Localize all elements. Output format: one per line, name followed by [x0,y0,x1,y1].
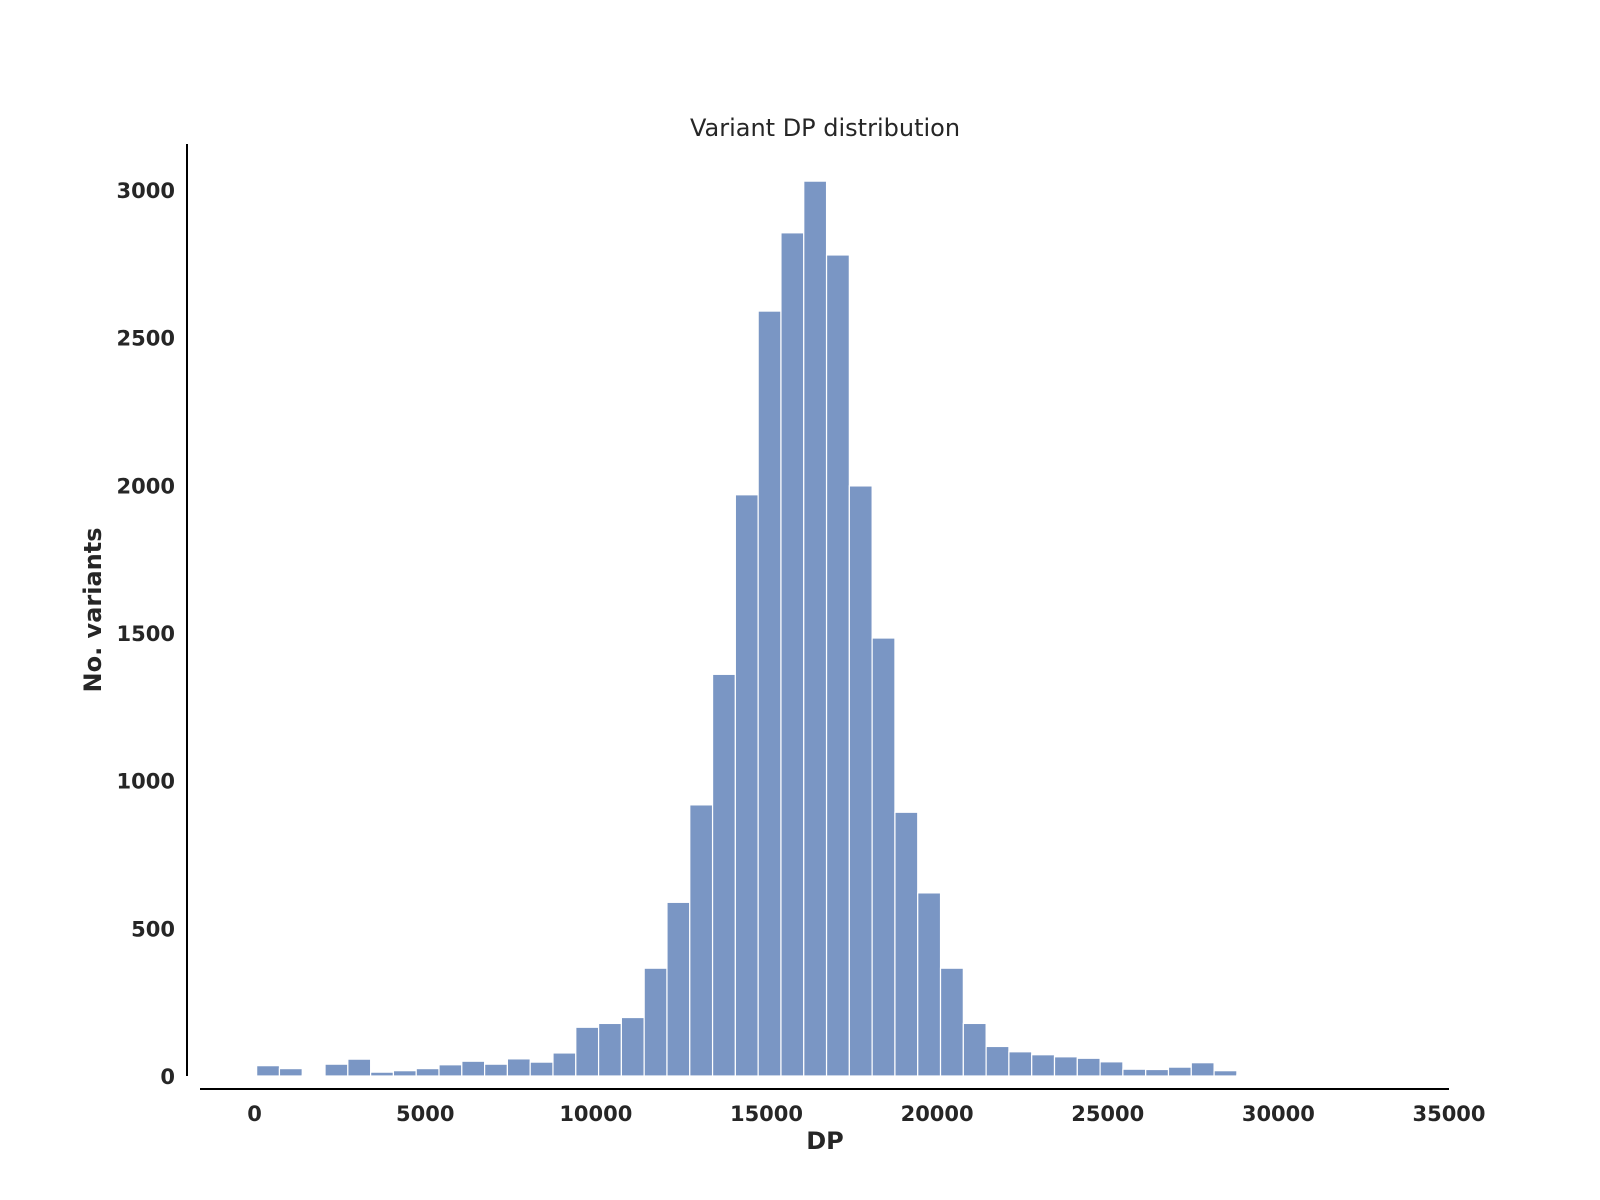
histogram-bar [484,1063,509,1077]
histogram-bar [415,1068,440,1077]
x-tick-label: 10000 [559,1102,632,1126]
y-tick-label: 0 [160,1065,175,1089]
histogram-bar [1122,1068,1147,1077]
y-tick-label: 3000 [117,179,175,203]
histogram-bar [347,1058,372,1077]
histogram-bar [461,1060,486,1077]
x-tick-label: 20000 [901,1102,974,1126]
y-tick-label: 2000 [117,474,175,498]
histogram-bar [1099,1061,1124,1077]
histogram-bar [939,967,964,1077]
histogram-bar [1236,1074,1261,1077]
y-tick-label: 1000 [117,770,175,794]
histogram-bar [1145,1068,1170,1077]
histogram-bar [1076,1057,1101,1077]
histogram-bar [711,673,736,1077]
x-tick-label: 35000 [1412,1102,1485,1126]
histogram-bar [962,1022,987,1077]
histogram-bar [620,1016,645,1077]
histogram-bar [825,254,850,1077]
x-axis-label: DP [806,1127,844,1155]
histogram-bar [301,1074,326,1077]
x-tick-labels: 0 5000 10000 15000 20000 25000 30000 35000 [247,1102,1485,1126]
histogram-bar [985,1045,1010,1077]
histogram-bar [917,892,942,1077]
histogram-bar [757,310,782,1077]
chart-title: Variant DP distribution [690,114,960,142]
histogram-bar [1213,1070,1238,1077]
histogram-bar [506,1058,531,1077]
histogram-bar [894,811,919,1077]
histogram-bar [1167,1066,1192,1077]
histogram-bar [552,1052,577,1077]
histogram-bar [643,967,668,1077]
histogram-bar [1008,1051,1033,1077]
histogram-bar [848,485,873,1077]
histogram-bar [689,804,714,1077]
histogram-bar [871,637,896,1077]
histogram-bar [666,901,691,1077]
y-tick-label: 500 [131,917,175,941]
histogram-bar [438,1064,463,1077]
histogram-bar [780,232,805,1077]
y-tick-label: 2500 [117,327,175,351]
x-tick-label: 30000 [1242,1102,1315,1126]
histogram-bars [256,180,1261,1077]
histogram-bar [1031,1054,1056,1077]
histogram-bar [597,1022,622,1077]
x-tick-label: 5000 [396,1102,454,1126]
y-tick-label: 1500 [117,622,175,646]
histogram-bar [324,1063,349,1077]
histogram-bar [734,494,759,1077]
histogram-bar [529,1061,554,1077]
x-tick-label: 0 [247,1102,262,1126]
x-tick-label: 25000 [1071,1102,1144,1126]
histogram-bar [1190,1062,1215,1077]
histogram-bar [370,1071,395,1077]
histogram-bar [392,1070,417,1077]
histogram-bar [575,1026,600,1077]
x-tick-label: 15000 [730,1102,803,1126]
histogram-bar [278,1068,303,1077]
histogram-bar [256,1065,281,1077]
y-tick-labels: 0 500 1000 1500 2000 2500 3000 [117,179,175,1089]
y-axis-label: No. variants [79,528,107,693]
histogram-bar [1053,1056,1078,1077]
histogram-bar [803,180,828,1077]
